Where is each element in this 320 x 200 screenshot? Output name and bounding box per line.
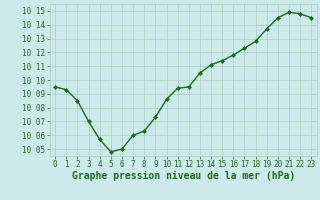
- X-axis label: Graphe pression niveau de la mer (hPa): Graphe pression niveau de la mer (hPa): [72, 171, 295, 181]
